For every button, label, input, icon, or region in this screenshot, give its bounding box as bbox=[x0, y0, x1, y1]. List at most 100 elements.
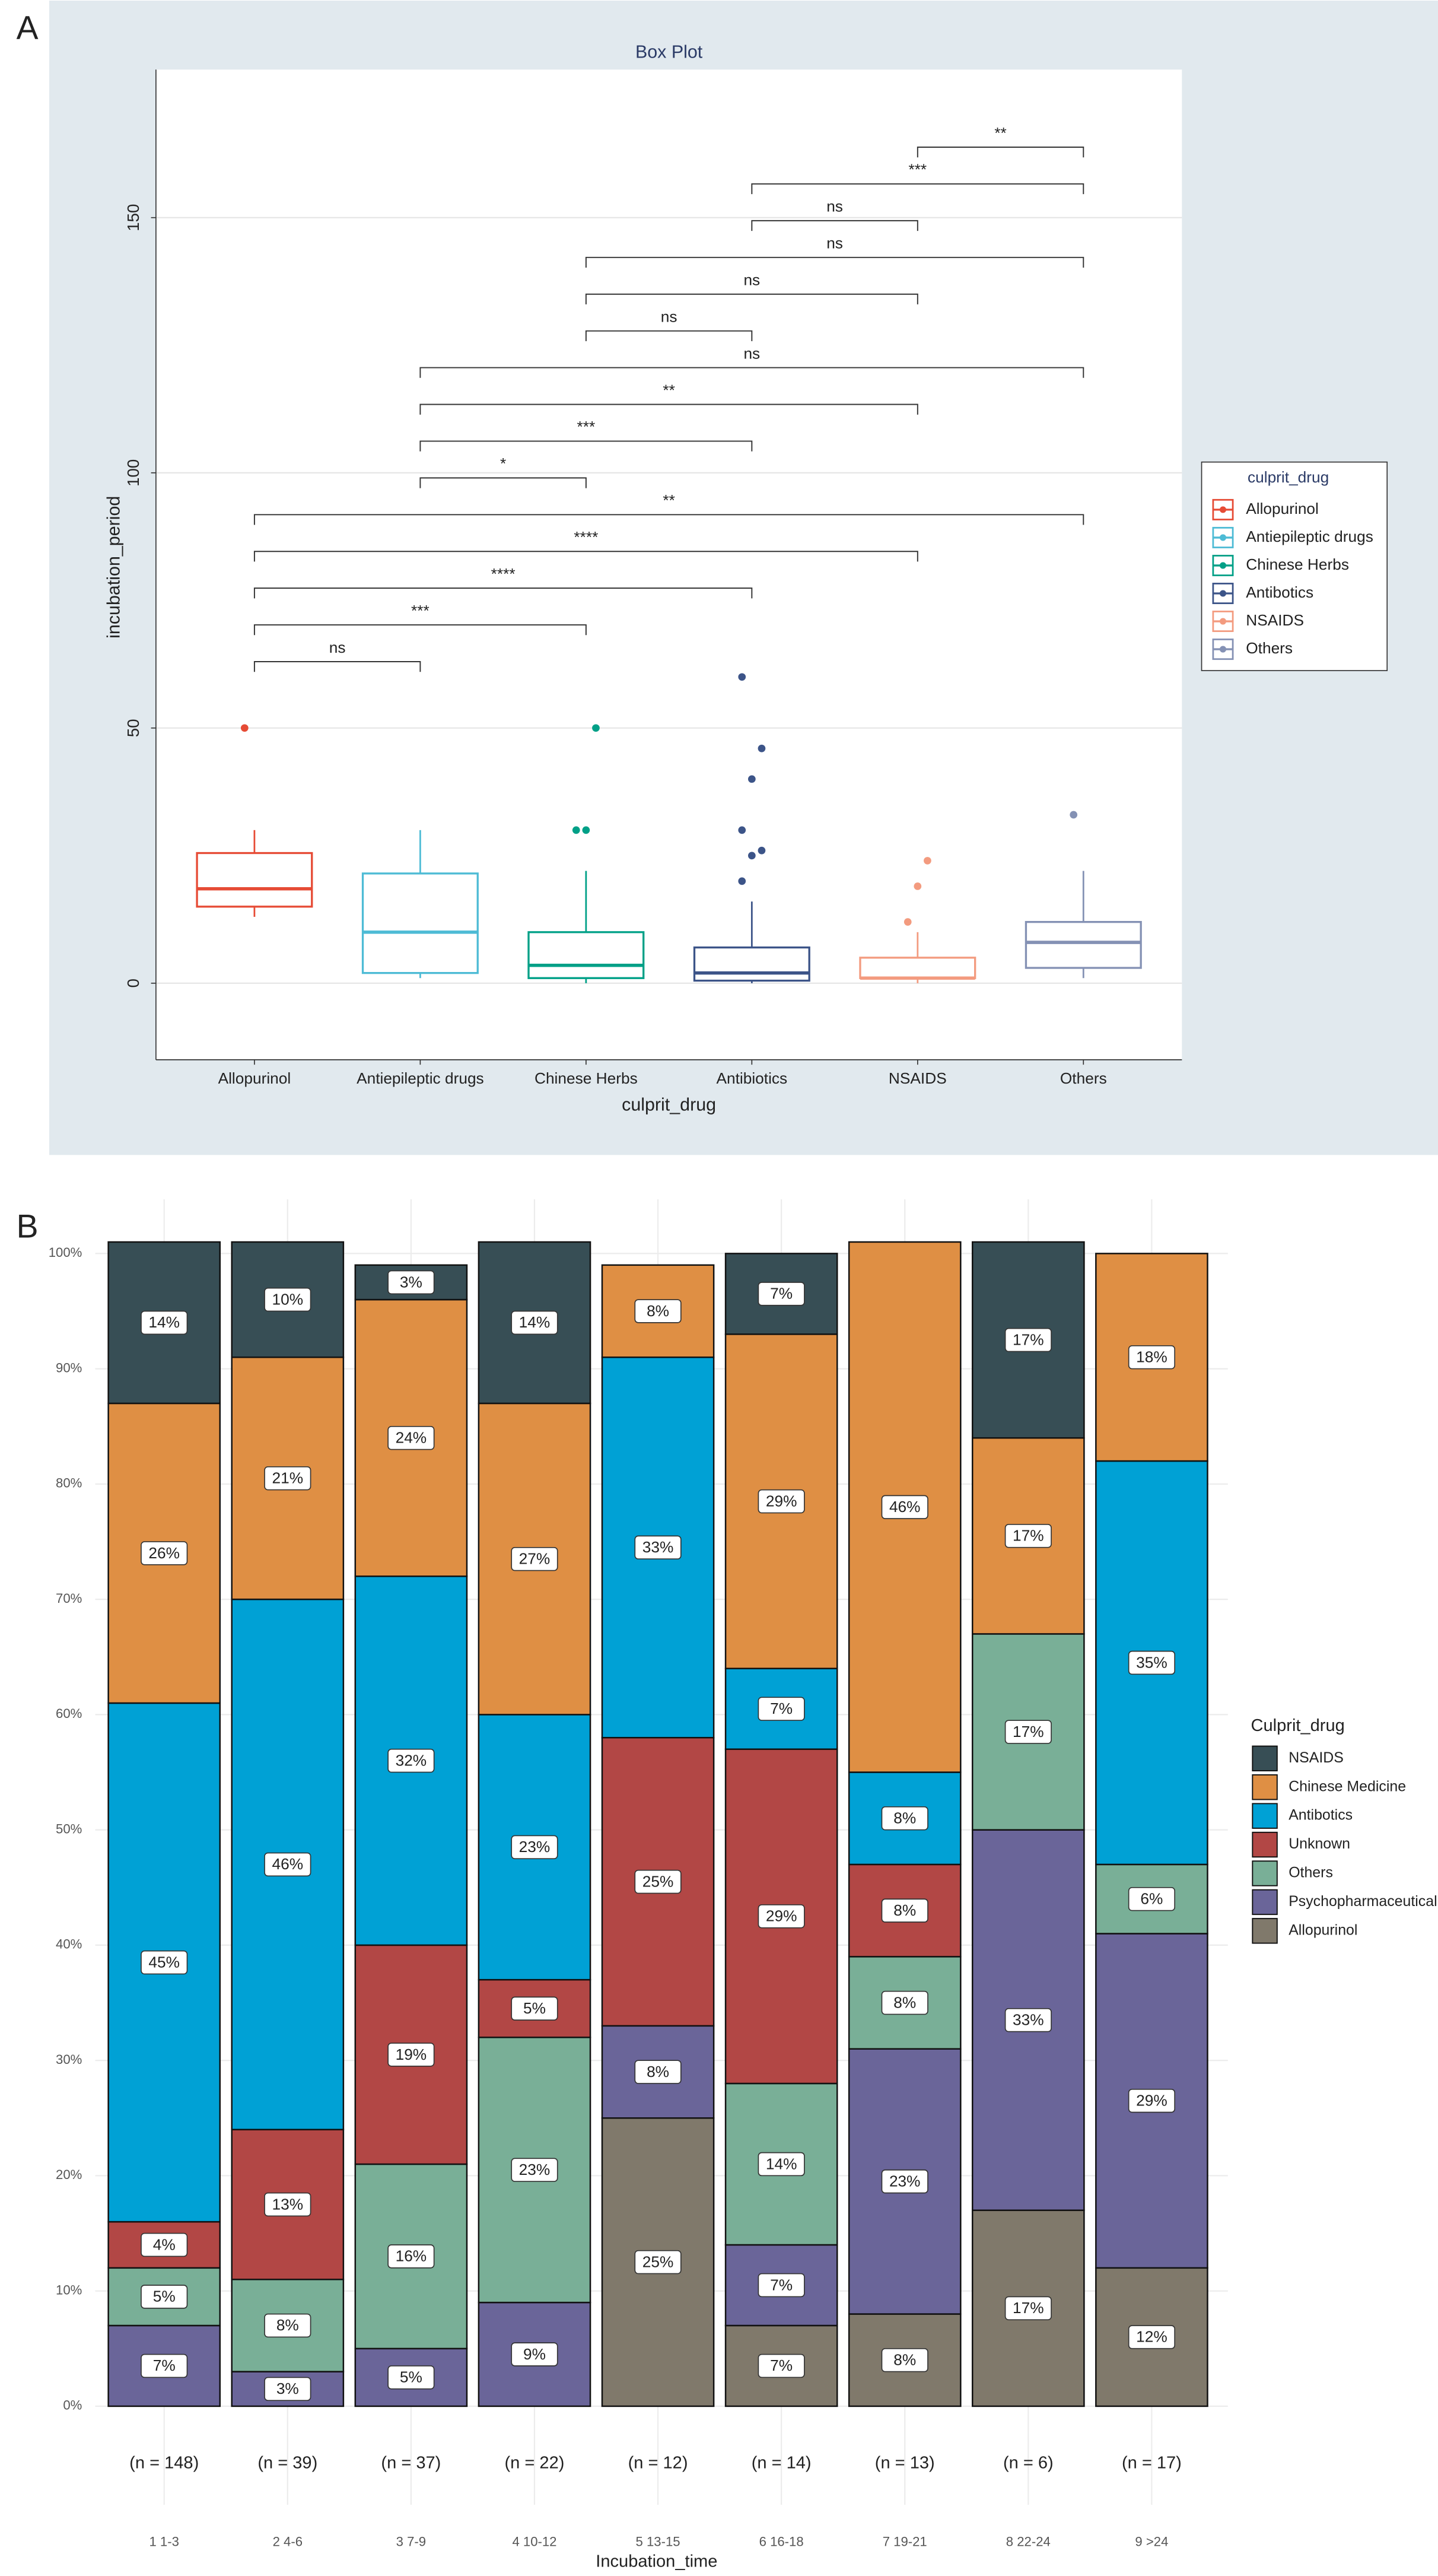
significance-bracket bbox=[585, 256, 1084, 268]
significance-bracket bbox=[253, 624, 587, 636]
data-label-box bbox=[1004, 1720, 1052, 1744]
legend-label: NSAIDS bbox=[1289, 1749, 1344, 1766]
legend-label: Allopurinol bbox=[1246, 500, 1319, 517]
data-label: 17% bbox=[1013, 1330, 1044, 1348]
data-label: 35% bbox=[1136, 1653, 1167, 1671]
legend-label: Antibotics bbox=[1246, 583, 1313, 601]
data-label: 8% bbox=[893, 1993, 916, 2011]
data-label: 19% bbox=[396, 2045, 427, 2063]
data-label: 14% bbox=[766, 2155, 797, 2172]
data-label: 3% bbox=[400, 1273, 422, 1291]
significance-label: ** bbox=[663, 381, 675, 399]
data-label: 17% bbox=[1013, 2299, 1044, 2317]
x-tick-label: Others bbox=[1060, 1069, 1107, 1087]
significance-label: ns bbox=[826, 198, 843, 215]
data-label-box bbox=[634, 1869, 682, 1894]
data-label: 7% bbox=[770, 1700, 793, 1717]
legend-swatch bbox=[1252, 1918, 1278, 1944]
data-label: 5% bbox=[400, 2368, 422, 2386]
significance-bracket bbox=[419, 440, 753, 452]
data-label: 23% bbox=[519, 1838, 551, 1856]
significance-label: **** bbox=[574, 528, 598, 546]
x-tick-label: 3 7-9 bbox=[396, 2534, 426, 2549]
significance-label: ** bbox=[663, 491, 675, 509]
data-label: 12% bbox=[1136, 2328, 1167, 2346]
data-label-box bbox=[758, 2152, 805, 2177]
outlier bbox=[592, 724, 600, 732]
significance-label: **** bbox=[491, 565, 516, 583]
legend-swatch bbox=[1252, 1889, 1278, 1916]
legend-swatch bbox=[1219, 506, 1227, 513]
legend-swatch bbox=[1219, 646, 1227, 653]
data-label-box bbox=[511, 1835, 558, 1859]
significance-label: ns bbox=[743, 271, 760, 289]
data-label: 7% bbox=[770, 1285, 793, 1303]
data-label: 8% bbox=[893, 1809, 916, 1827]
legend-title: culprit_drug bbox=[1248, 468, 1329, 486]
legend-swatch bbox=[1252, 1860, 1278, 1886]
data-label-box bbox=[1128, 1345, 1175, 1370]
data-label: 5% bbox=[153, 2288, 176, 2305]
data-label-box bbox=[511, 1546, 558, 1571]
data-label-box bbox=[1004, 2296, 1052, 2320]
significance-label: ns bbox=[329, 639, 346, 656]
x-tick-label: 7 19-21 bbox=[883, 2534, 927, 2549]
x-axis-title: culprit_drug bbox=[622, 1094, 716, 1114]
data-label-box bbox=[264, 1852, 311, 1877]
n-label: (n = 148) bbox=[129, 2453, 199, 2472]
data-label: 33% bbox=[642, 1538, 674, 1556]
bar-segment bbox=[478, 2301, 591, 2407]
legend-label: Chinese Herbs bbox=[1246, 555, 1349, 573]
y-tick-label: 60% bbox=[56, 1706, 82, 1721]
outlier bbox=[240, 724, 249, 732]
y-tick-label: 100% bbox=[49, 1245, 82, 1260]
outlier bbox=[758, 846, 766, 855]
n-label: (n = 13) bbox=[875, 2453, 935, 2472]
significance-label: *** bbox=[908, 161, 927, 179]
box bbox=[693, 946, 810, 982]
significance-bracket bbox=[917, 147, 1084, 158]
significance-label: * bbox=[500, 455, 506, 472]
bar-segment bbox=[848, 1956, 962, 2050]
plot-background bbox=[155, 69, 1182, 1060]
n-label: (n = 39) bbox=[257, 2453, 317, 2472]
significance-bracket bbox=[585, 293, 918, 304]
data-label: 16% bbox=[396, 2247, 427, 2265]
outlier bbox=[738, 877, 746, 885]
x-tick-label: 4 10-12 bbox=[512, 2534, 556, 2549]
data-label-box bbox=[141, 2285, 188, 2309]
significance-label: ns bbox=[743, 344, 760, 362]
data-label: 10% bbox=[272, 1290, 304, 1308]
bar-segment bbox=[478, 1241, 591, 1405]
outlier bbox=[738, 826, 746, 834]
data-label-box bbox=[141, 1950, 188, 1975]
data-label-box bbox=[758, 1282, 805, 1306]
significance-bracket bbox=[253, 514, 1084, 525]
x-tick-label: Antibiotics bbox=[716, 1069, 787, 1087]
panel-label: A bbox=[17, 9, 39, 46]
legend-label: Psychopharmaceutical bbox=[1289, 1893, 1437, 1910]
significance-bracket bbox=[419, 404, 918, 415]
outlier bbox=[924, 857, 931, 865]
n-label: (n = 14) bbox=[752, 2453, 812, 2472]
legend-label: Chinese Medicine bbox=[1289, 1778, 1406, 1794]
data-label: 8% bbox=[893, 1901, 916, 1919]
x-tick-label: Allopurinol bbox=[218, 1069, 291, 1087]
outlier bbox=[747, 775, 756, 783]
box bbox=[196, 852, 313, 908]
legend-swatch bbox=[1252, 1774, 1278, 1800]
legend-title: Culprit_drug bbox=[1251, 1716, 1345, 1735]
data-label-box bbox=[758, 1904, 805, 1929]
data-label: 32% bbox=[396, 1751, 427, 1769]
data-label-box bbox=[758, 1489, 805, 1514]
data-label: 18% bbox=[1136, 1348, 1167, 1366]
data-label-box bbox=[264, 2377, 311, 2401]
y-tick-label: 80% bbox=[56, 1476, 82, 1491]
significance-bracket bbox=[253, 551, 918, 562]
data-label-box bbox=[511, 2158, 558, 2182]
box bbox=[1025, 920, 1142, 969]
data-label-box bbox=[511, 2342, 558, 2367]
legend-label: Allopurinol bbox=[1289, 1921, 1357, 1938]
data-label-box bbox=[1004, 2008, 1052, 2032]
